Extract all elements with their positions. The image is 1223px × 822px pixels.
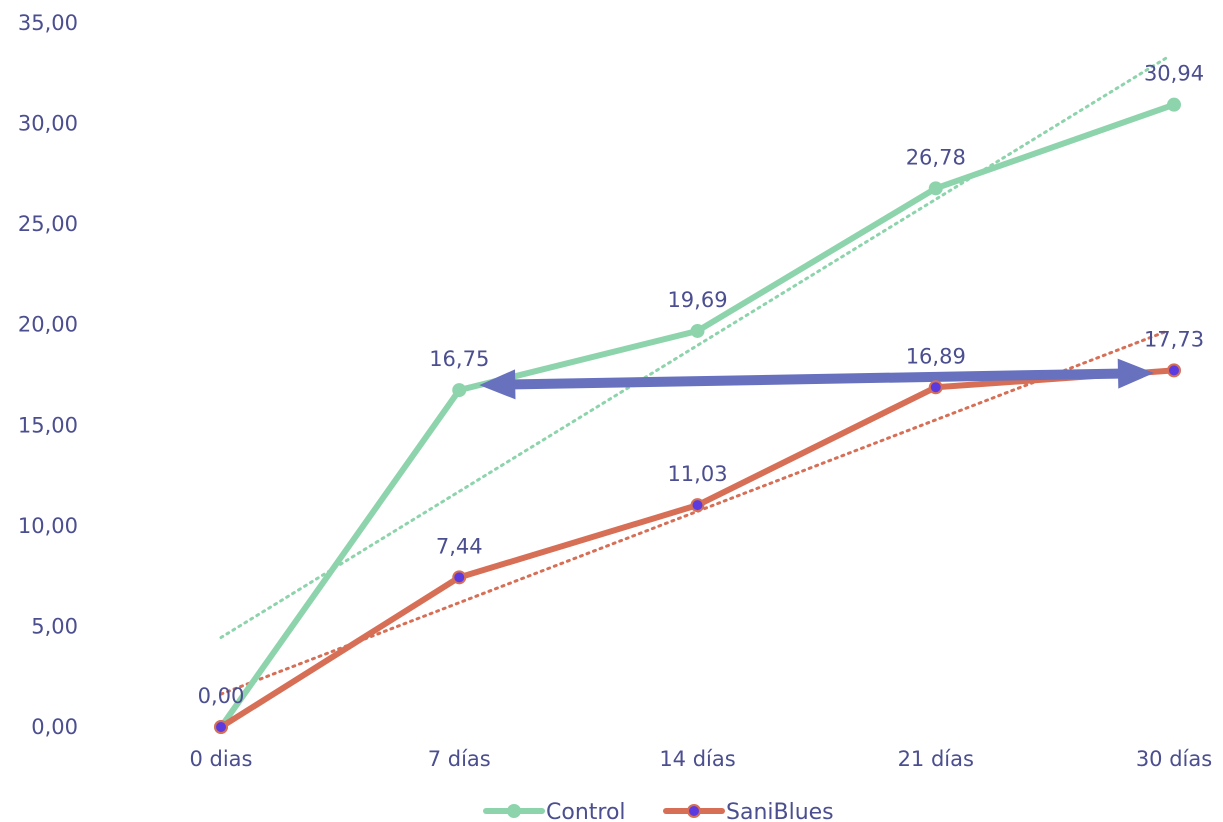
y-tick-label: 25,00 — [18, 212, 78, 236]
series-lines — [218, 101, 1177, 730]
data-label-saniblues: 16,89 — [906, 344, 966, 368]
y-tick-label: 20,00 — [18, 313, 78, 337]
marker-saniblues — [690, 498, 705, 513]
data-label-saniblues: 11,03 — [667, 462, 727, 486]
data-label-control: 19,69 — [667, 288, 727, 312]
data-label-saniblues: 17,73 — [1144, 327, 1204, 351]
x-tick-label: 0 dias — [189, 747, 252, 771]
data-label-saniblues: 7,44 — [436, 534, 483, 558]
data-label-control: 0,00 — [198, 684, 245, 708]
legend-marker-control — [507, 804, 521, 818]
double-arrow — [479, 358, 1154, 400]
marker-saniblues — [1167, 363, 1181, 378]
data-label-control: 16,75 — [429, 347, 489, 371]
legend-label-saniblues: SaniBlues — [726, 800, 834, 822]
x-axis-ticks: 0 dias 7 días 14 días 21 días 30 días — [189, 747, 1212, 771]
trendlines — [219, 55, 1170, 696]
legend-label-control: Control — [546, 800, 626, 822]
marker-control — [1167, 97, 1181, 112]
y-tick-label: 5,00 — [31, 614, 78, 638]
y-axis-ticks: 0,00 5,00 10,00 15,00 20,00 25,00 30,00 35,00 — [18, 11, 78, 739]
y-tick-label: 35,00 — [18, 11, 78, 35]
marker-saniblues — [452, 570, 467, 585]
x-tick-label: 7 días — [428, 747, 491, 771]
x-tick-label: 14 días — [659, 747, 735, 771]
y-tick-label: 10,00 — [18, 514, 78, 538]
data-label-control: 30,94 — [1144, 62, 1204, 86]
y-tick-label: 30,00 — [18, 112, 78, 136]
data-labels: 0,00 16,75 19,69 26,78 30,94 7,44 11,03 16,89 17… — [198, 62, 1204, 708]
legend-marker-saniblues — [687, 804, 701, 818]
marker-control — [928, 181, 943, 196]
y-tick-label: 15,00 — [18, 413, 78, 437]
comparison-arrow — [479, 358, 1154, 400]
x-tick-label: 21 días — [898, 747, 974, 771]
trendline-saniblues — [219, 329, 1170, 696]
y-tick-label: 0,00 — [31, 715, 78, 739]
x-tick-label: 30 días — [1136, 747, 1212, 771]
marker-control — [690, 323, 705, 338]
series-markers — [214, 97, 1181, 734]
legend: Control SaniBlues — [483, 800, 834, 822]
data-label-control: 26,78 — [906, 145, 966, 169]
marker-saniblues — [214, 720, 228, 734]
series-line-control — [218, 101, 1177, 730]
trendline-control — [219, 55, 1170, 639]
marker-saniblues — [928, 380, 943, 395]
marker-control — [452, 383, 467, 398]
